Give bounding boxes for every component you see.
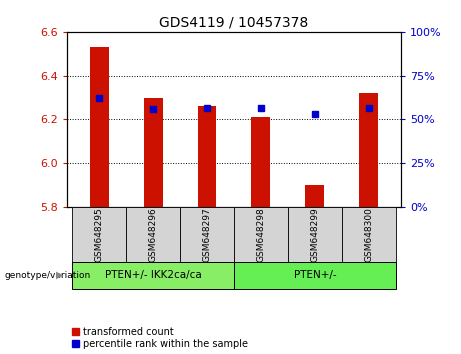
Bar <box>198 106 216 207</box>
Text: ▶: ▶ <box>56 270 64 280</box>
Text: GSM648295: GSM648295 <box>95 207 104 262</box>
Text: PTEN+/-: PTEN+/- <box>294 270 336 280</box>
Bar <box>144 98 163 207</box>
Text: GSM648296: GSM648296 <box>148 207 158 262</box>
Text: PTEN+/- IKK2ca/ca: PTEN+/- IKK2ca/ca <box>105 270 201 280</box>
Bar <box>90 47 109 207</box>
Text: genotype/variation: genotype/variation <box>5 271 91 280</box>
Legend: transformed count, percentile rank within the sample: transformed count, percentile rank withi… <box>72 327 248 349</box>
Bar <box>359 93 378 207</box>
Text: GSM648299: GSM648299 <box>310 207 319 262</box>
Bar <box>305 185 324 207</box>
Bar <box>252 117 270 207</box>
Title: GDS4119 / 10457378: GDS4119 / 10457378 <box>160 15 308 29</box>
Text: GSM648297: GSM648297 <box>202 207 212 262</box>
Text: GSM648300: GSM648300 <box>364 207 373 262</box>
Text: GSM648298: GSM648298 <box>256 207 266 262</box>
